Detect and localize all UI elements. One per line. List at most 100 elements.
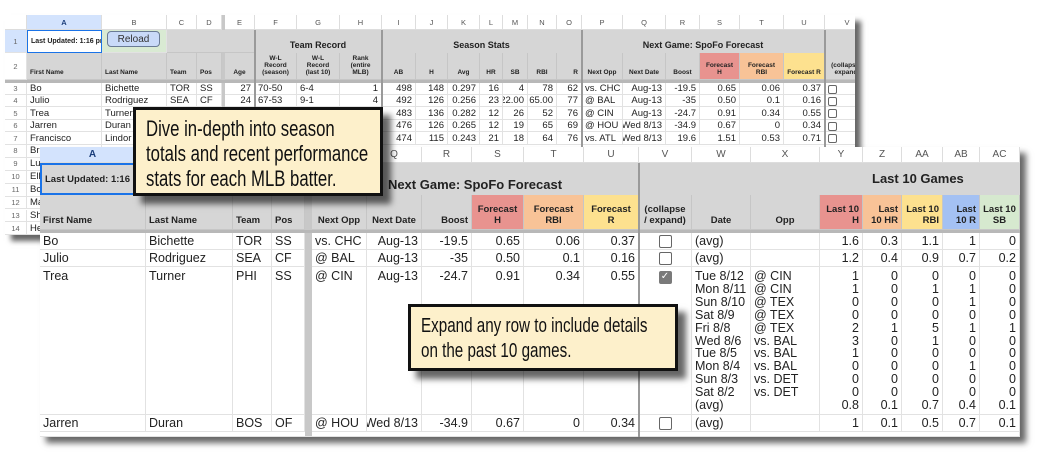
table-cell[interactable]: 4: [503, 83, 528, 95]
row-header-5[interactable]: 5: [5, 107, 27, 120]
row-header-9[interactable]: 9: [5, 157, 27, 171]
table-cell[interactable]: Duran: [146, 415, 233, 432]
frozen-divider[interactable]: [305, 147, 312, 437]
table-cell[interactable]: 0.55: [784, 107, 825, 120]
row-header-11[interactable]: 11: [5, 183, 27, 197]
table-cell[interactable]: 0.282: [448, 107, 480, 120]
last-updated-cell[interactable]: Last Updated: 1:16 p: [40, 163, 146, 195]
table-cell[interactable]: 19.6: [666, 132, 700, 145]
table-cell[interactable]: 0.91: [700, 107, 740, 120]
table-cell[interactable]: 4: [340, 95, 382, 107]
table-cell[interactable]: Aug-13: [623, 107, 666, 120]
table-cell[interactable]: Aug-13: [367, 233, 422, 250]
table-cell[interactable]: CF: [197, 95, 222, 107]
table-cell[interactable]: SEA: [233, 250, 272, 267]
row-header-1[interactable]: 1: [5, 30, 27, 53]
column-header-AB[interactable]: AB: [943, 147, 980, 163]
table-cell[interactable]: @ BAL: [312, 250, 367, 267]
table-cell[interactable]: 498: [382, 83, 416, 95]
table-cell[interactable]: 0.243: [448, 132, 480, 145]
checkbox-cell[interactable]: [825, 107, 855, 120]
column-header-M[interactable]: M: [503, 15, 528, 30]
table-cell[interactable]: Aug-13: [623, 95, 666, 107]
table-cell[interactable]: 0.1: [740, 95, 784, 107]
expand-checkbox[interactable]: [658, 235, 672, 248]
table-cell[interactable]: 22.00: [503, 95, 528, 107]
corner-cell[interactable]: [5, 15, 27, 30]
column-header-R[interactable]: R: [666, 15, 700, 30]
table-cell[interactable]: OF: [272, 415, 305, 432]
table-cell[interactable]: 0.67: [700, 120, 740, 132]
table-cell[interactable]: Turner: [146, 267, 233, 415]
column-header-X[interactable]: X: [751, 147, 820, 163]
column-header-J[interactable]: J: [416, 15, 448, 30]
checkbox-cell[interactable]: [639, 415, 692, 432]
column-header-S[interactable]: S: [700, 15, 740, 30]
table-cell[interactable]: Bo: [27, 83, 102, 95]
table-cell[interactable]: 0.297: [448, 83, 480, 95]
table-cell[interactable]: 12: [480, 107, 503, 120]
table-cell[interactable]: 23: [480, 95, 503, 107]
column-header-T[interactable]: T: [740, 15, 784, 30]
table-cell[interactable]: vs. CHC: [312, 233, 367, 250]
table-cell[interactable]: Julio: [27, 95, 102, 107]
table-cell[interactable]: 0.256: [448, 95, 480, 107]
checkbox-cell[interactable]: [639, 233, 692, 250]
checkbox-cell[interactable]: [639, 267, 692, 415]
table-cell[interactable]: 69: [557, 120, 582, 132]
table-cell[interactable]: Aug-13: [623, 83, 666, 95]
column-header-W[interactable]: W: [692, 147, 751, 163]
table-cell[interactable]: SEA: [167, 95, 197, 107]
last-updated-cell[interactable]: Last Updated: 1:16 pm: [27, 30, 102, 53]
table-cell[interactable]: SS: [272, 233, 305, 250]
table-cell[interactable]: 9-1: [297, 95, 340, 107]
table-cell[interactable]: 148: [416, 83, 448, 95]
table-cell[interactable]: 6-4: [297, 83, 340, 95]
table-cell[interactable]: -34.9: [666, 120, 700, 132]
column-header-Y[interactable]: Y: [820, 147, 863, 163]
row-header-10[interactable]: 10: [5, 170, 27, 184]
table-cell[interactable]: 76: [557, 107, 582, 120]
table-cell[interactable]: 115: [416, 132, 448, 145]
column-header-S[interactable]: S: [472, 147, 524, 163]
reload-button[interactable]: Reload: [107, 31, 160, 47]
table-cell[interactable]: 77: [557, 95, 582, 107]
table-cell[interactable]: vs. ATL: [582, 132, 623, 145]
table-cell[interactable]: Aug-13: [367, 250, 422, 267]
checkbox-cell[interactable]: [825, 95, 855, 107]
expand-checkbox[interactable]: [827, 121, 837, 131]
table-cell[interactable]: -19.5: [666, 83, 700, 95]
table-cell[interactable]: -19.5: [422, 233, 472, 250]
row-header-2[interactable]: 2: [5, 53, 27, 80]
table-cell[interactable]: 64: [528, 132, 557, 145]
table-cell[interactable]: Trea: [40, 267, 146, 415]
table-cell[interactable]: @ BAL: [582, 95, 623, 107]
expand-checkbox[interactable]: [658, 252, 672, 265]
table-cell[interactable]: 126: [416, 120, 448, 132]
table-cell[interactable]: 0: [524, 415, 584, 432]
table-cell[interactable]: 21: [480, 132, 503, 145]
column-header-T[interactable]: T: [524, 147, 584, 163]
row-header-8[interactable]: 8: [5, 145, 27, 158]
column-header-A[interactable]: A: [27, 15, 102, 30]
table-cell[interactable]: 0.71: [784, 132, 825, 145]
column-header-G[interactable]: G: [297, 15, 340, 30]
table-cell[interactable]: 62: [557, 83, 582, 95]
table-cell[interactable]: 18: [503, 132, 528, 145]
table-cell[interactable]: 65: [528, 120, 557, 132]
table-cell[interactable]: Rodriguez: [146, 250, 233, 267]
table-cell[interactable]: 492: [382, 95, 416, 107]
table-cell[interactable]: Wed 8/13: [623, 132, 666, 145]
table-cell[interactable]: 0.37: [784, 83, 825, 95]
column-header-R[interactable]: R: [422, 147, 472, 163]
table-cell[interactable]: Julio: [40, 250, 146, 267]
table-cell[interactable]: TOR: [233, 233, 272, 250]
table-cell[interactable]: @ CIN: [582, 107, 623, 120]
row-header-13[interactable]: 13: [5, 209, 27, 223]
table-cell[interactable]: -34.9: [422, 415, 472, 432]
table-cell[interactable]: -24.7: [666, 107, 700, 120]
table-cell[interactable]: 12: [480, 120, 503, 132]
table-cell[interactable]: 70-50: [255, 83, 297, 95]
table-cell[interactable]: 476: [382, 120, 416, 132]
column-header-L[interactable]: L: [480, 15, 503, 30]
